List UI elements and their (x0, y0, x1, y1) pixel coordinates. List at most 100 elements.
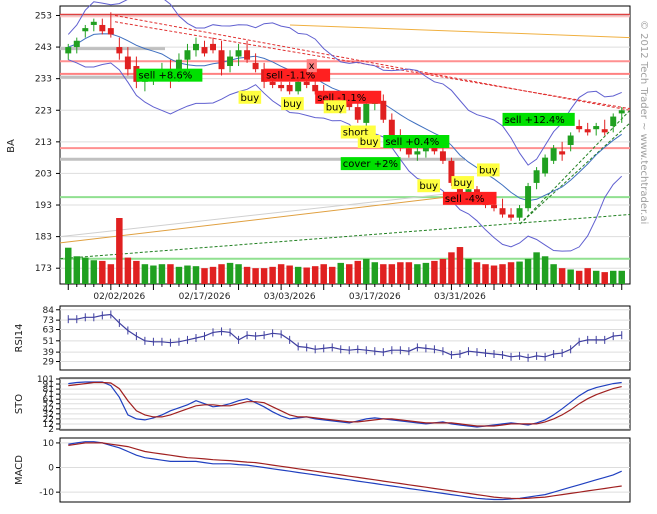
price-tick-label: 203 (35, 169, 52, 179)
volume-bar (158, 264, 166, 284)
signal-label: buy (479, 165, 498, 176)
candle-body (295, 81, 302, 92)
volume-bar (618, 270, 625, 284)
signal-label: buy (283, 99, 302, 110)
signal-box (238, 90, 262, 104)
indicator-tick-label: 73 (43, 316, 54, 326)
signal-box (281, 97, 304, 111)
symbol-label: BA (6, 139, 17, 153)
candle-body (82, 28, 89, 32)
candle-body (99, 24, 106, 32)
volume-bar (507, 262, 515, 284)
indicator-tick-label: 42 (43, 405, 54, 415)
candle-body (414, 151, 421, 155)
date-axis: 02/02/2026 02/17/2026 03/03/2026 03/17/2026… (67, 284, 623, 302)
macd-panel: 10 0 -10 (39, 439, 630, 501)
candle-body (303, 81, 310, 85)
signal-box (451, 176, 475, 190)
volume-bar (414, 264, 421, 284)
signal-box (136, 68, 203, 82)
candle-body (516, 208, 523, 218)
volume-bar (541, 256, 549, 284)
volume-bar (405, 262, 413, 284)
volume-bar (218, 264, 225, 284)
volume-bar (201, 268, 208, 284)
volume-bar (422, 262, 430, 284)
trend-line (59, 195, 461, 244)
signal-label: x (309, 61, 315, 72)
volume-bar (269, 266, 276, 284)
indicator-tick-label: 12 (43, 420, 54, 430)
candle-body (210, 43, 216, 51)
candle-body (405, 148, 412, 155)
candle-body (278, 84, 285, 89)
price-tick-label: 173 (35, 264, 52, 274)
candle-body (584, 129, 591, 133)
signal-box (502, 112, 575, 126)
signal-label: short (343, 128, 369, 139)
candle-body (235, 50, 242, 57)
candle-body (576, 126, 583, 130)
macd-panel-frame (59, 437, 631, 503)
volume-bar (133, 260, 140, 284)
candle-body (593, 126, 600, 130)
candle-body (227, 56, 234, 67)
date-tick-label: 03/17/2026 (349, 292, 401, 302)
candle-body (269, 81, 276, 85)
volume-bar (73, 256, 81, 284)
signal-box (357, 135, 381, 148)
volume-bar (294, 266, 302, 284)
candle-body (286, 84, 293, 92)
candle-body (73, 40, 80, 48)
volume-bar (260, 268, 268, 284)
volume-bar (175, 266, 183, 284)
volume-bar (90, 260, 98, 284)
volume-bar (243, 266, 251, 284)
price-tick-label: 213 (35, 138, 52, 148)
signal-label: sell +8.6% (138, 71, 192, 82)
volume-bar (192, 266, 200, 284)
volume-bar (277, 264, 285, 284)
volume-bar (567, 269, 574, 284)
signal-box (306, 59, 317, 73)
volume-bar (482, 264, 489, 284)
signal-label: buy (241, 93, 260, 104)
signal-label: sell -1.1% (317, 93, 366, 104)
candle-body (448, 160, 455, 183)
volume-bar (388, 264, 396, 284)
rsi-panel-frame (59, 305, 631, 371)
indicator-tick-label: 101 (37, 375, 54, 385)
signal-label: buy (453, 178, 472, 189)
candle-body (567, 135, 574, 145)
candle-body (550, 148, 557, 161)
price-axis: 253 243 233 223 213 203 193 183 173 (35, 11, 60, 274)
indicator-line (68, 442, 622, 500)
candle-body (124, 56, 131, 70)
candle-body (363, 103, 370, 123)
volume-bar (354, 260, 362, 284)
price-tick-label: 243 (35, 43, 52, 53)
volume-bar (439, 258, 447, 284)
volume-bar (107, 264, 115, 284)
indicator-tick-label: 32 (43, 410, 54, 420)
indicator-tick-label: 61 (43, 395, 54, 405)
volume-bar (167, 264, 174, 284)
volume-bar (226, 262, 234, 284)
candle-body (346, 100, 353, 108)
date-tick-label: 02/17/2026 (179, 292, 231, 302)
volume-bar (584, 268, 591, 284)
volume-bar (235, 264, 242, 284)
candle-body (439, 151, 446, 161)
macd-label: MACD (14, 455, 25, 485)
volume-bar (575, 270, 583, 284)
signal-label: sell +12.4% (505, 115, 565, 126)
signal-box (383, 135, 450, 148)
price-tick-label: 233 (35, 75, 52, 85)
candle-body (201, 47, 208, 54)
volume-bar (516, 261, 523, 284)
volume-bar (533, 252, 540, 284)
volume-bar (99, 260, 106, 284)
volume-bar (252, 268, 259, 284)
